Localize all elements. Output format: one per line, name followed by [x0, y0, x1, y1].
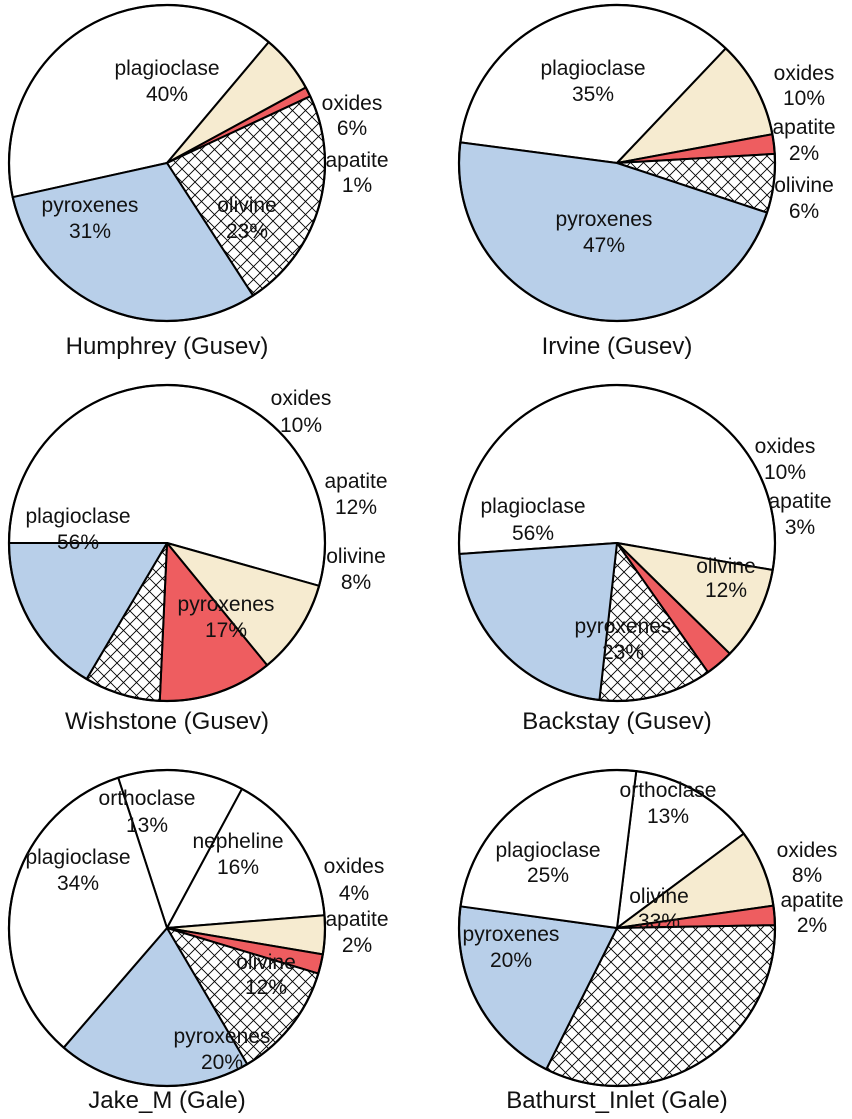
chart-title: Humphrey (Gusev)	[66, 333, 269, 360]
chart-title: Irvine (Gusev)	[542, 333, 693, 360]
slice-value-olivine: 12%	[705, 579, 747, 602]
slice-value-olivine: 33%	[638, 910, 680, 933]
slice-value-pyroxenes: 17%	[205, 619, 247, 642]
slice-label-nepheline: nepheline	[192, 830, 283, 853]
slice-label-oxides: oxides	[322, 92, 383, 115]
slice-label-olivine: olivine	[696, 555, 756, 578]
slice-label-oxides: oxides	[774, 62, 835, 85]
slice-value-plagioclase: 35%	[572, 83, 614, 106]
slice-value-apatite: 2%	[789, 142, 819, 165]
slice-value-apatite: 3%	[785, 516, 815, 539]
slice-label-apatite: apatite	[772, 116, 835, 139]
slice-value-plagioclase: 34%	[57, 872, 99, 895]
slice-value-orthoclase: 13%	[647, 805, 689, 828]
slice-value-pyroxenes: 47%	[583, 234, 625, 257]
slice-value-olivine: 6%	[789, 200, 819, 223]
slice-value-pyroxenes: 20%	[201, 1051, 243, 1074]
slice-value-apatite: 2%	[342, 934, 372, 957]
slice-label-oxides: oxides	[324, 855, 385, 878]
chart-title: Bathurst_Inlet (Gale)	[506, 1087, 727, 1114]
pie-chart-4: plagioclase 56% oxides 10% apatite 3% olivine1…	[457, 383, 832, 735]
slice-label-pyroxenes: pyroxenes	[556, 208, 653, 231]
slice-label-olivine: olivine	[217, 194, 277, 217]
slice-value-pyroxenes: 31%	[69, 220, 111, 243]
slice-value-oxides: 4%	[339, 882, 369, 905]
chart-title: Jake_M (Gale)	[88, 1087, 245, 1114]
slice-label-apatite: apatite	[325, 908, 388, 931]
slice-label-oxides: oxides	[755, 435, 816, 458]
slice-label-pyroxenes: pyroxenes	[178, 593, 275, 616]
slice-value-plagioclase: 56%	[57, 531, 99, 554]
slice-value-pyroxenes: 20%	[490, 949, 532, 972]
slice-value-olivine: 8%	[341, 571, 371, 594]
slice-label-olivine: olivine	[236, 951, 296, 974]
slice-label-plagioclase: plagioclase	[114, 57, 219, 80]
slice-label-olivine: olivine	[629, 885, 689, 908]
slice-value-pyroxenes: 23%	[602, 641, 644, 664]
slice-label-plagioclase: plagioclase	[25, 505, 130, 528]
slice-label-olivine: olivine	[774, 174, 834, 197]
slice-value-apatite: 1%	[342, 174, 372, 197]
slice-label-pyroxenes: pyroxenes	[463, 923, 560, 946]
slice-value-oxides: 10%	[764, 461, 806, 484]
slice-value-plagioclase: 25%	[527, 864, 569, 887]
slice-label-apatite: apatite	[325, 149, 388, 172]
slice-value-oxides: 6%	[337, 117, 367, 140]
slice-label-apatite: apatite	[780, 889, 843, 912]
slice-label-plagioclase: plagioclase	[480, 495, 585, 518]
pie-chart-3: plagioclase 56% oxides 10% apatite 12% olivine…	[7, 383, 388, 735]
slice-label-apatite: apatite	[324, 470, 387, 493]
slice-label-pyroxenes: pyroxenes	[575, 615, 672, 638]
slice-value-oxides: 10%	[280, 414, 322, 437]
slice-label-pyroxenes: pyroxenes	[174, 1025, 271, 1048]
slice-value-olivine: 12%	[245, 976, 287, 999]
slice-label-plagioclase: plagioclase	[540, 57, 645, 80]
slice-label-apatite: apatite	[768, 490, 831, 513]
slice-value-nepheline: 16%	[217, 856, 259, 879]
pie-outline	[457, 3, 777, 323]
slice-value-plagioclase: 40%	[146, 83, 188, 106]
slice-value-apatite: 2%	[797, 914, 827, 937]
slice-value-orthoclase: 13%	[126, 814, 168, 837]
slice-value-oxides: 8%	[792, 864, 822, 887]
slice-label-plagioclase: plagioclase	[25, 846, 130, 869]
pie-chart-5: orthoclase 13% nepheline 16% oxides 4% apatite…	[7, 768, 389, 1114]
slice-label-orthoclase: orthoclase	[620, 779, 717, 802]
pie-outline	[7, 3, 327, 323]
slice-label-pyroxenes: pyroxenes	[42, 194, 139, 217]
slice-label-oxides: oxides	[777, 839, 838, 862]
slice-label-oxides: oxides	[271, 387, 332, 410]
pie-outline	[7, 768, 327, 1088]
chart-title: Backstay (Gusev)	[522, 708, 711, 735]
slice-value-plagioclase: 56%	[512, 522, 554, 545]
slice-value-oxides: 10%	[783, 87, 825, 110]
pie-outline	[7, 383, 327, 703]
slice-label-plagioclase: plagioclase	[495, 839, 600, 862]
slice-label-olivine: olivine	[326, 545, 386, 568]
slice-label-orthoclase: orthoclase	[99, 787, 196, 810]
pie-outline	[457, 383, 777, 703]
slice-value-apatite: 12%	[335, 496, 377, 519]
slice-value-olivine: 23%	[226, 220, 268, 243]
chart-title: Wishstone (Gusev)	[65, 708, 269, 735]
pie-outline	[457, 768, 777, 1088]
